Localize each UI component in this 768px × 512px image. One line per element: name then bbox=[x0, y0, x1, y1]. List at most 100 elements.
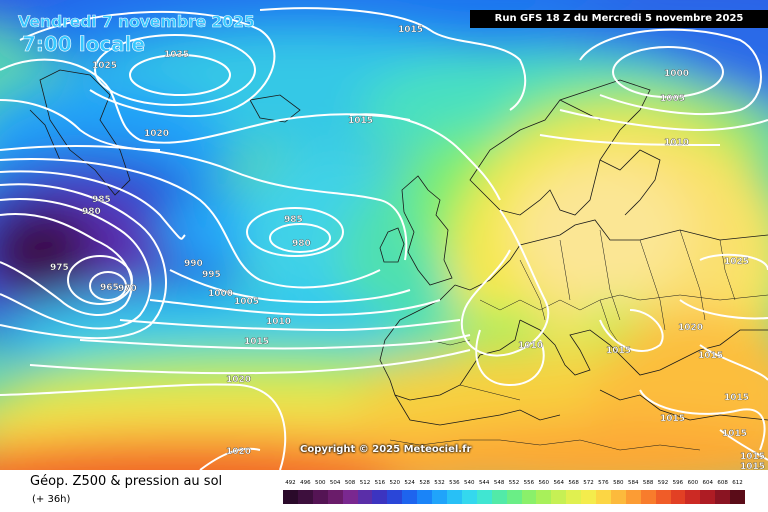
color-scale-label: 528 bbox=[419, 480, 430, 486]
forecast-local-time: 7:00 locale bbox=[22, 32, 146, 57]
color-scale-swatch bbox=[387, 490, 403, 504]
model-run-label: Run GFS 18 Z du Mercredi 5 novembre 2025 bbox=[470, 10, 768, 28]
isobar-label: 1015 bbox=[398, 25, 423, 35]
color-scale-label: 596 bbox=[672, 480, 684, 486]
isobar-label: 970 bbox=[118, 284, 137, 294]
isobar-label: 1025 bbox=[92, 61, 117, 71]
color-scale-label: 608 bbox=[717, 480, 728, 486]
color-scale-swatch bbox=[372, 490, 388, 504]
color-scale-label: 588 bbox=[642, 480, 654, 486]
isobar-label: 980 bbox=[82, 207, 101, 217]
isobar-label: 1035 bbox=[164, 50, 189, 60]
color-scale-label: 568 bbox=[568, 480, 579, 486]
isobar-label: 985 bbox=[284, 215, 303, 225]
color-scale-swatch bbox=[655, 490, 671, 504]
isobar-label: 1010 bbox=[518, 341, 543, 351]
color-scale-label: 556 bbox=[523, 480, 535, 486]
color-scale-label: 492 bbox=[285, 480, 296, 486]
product-title: Géop. Z500 & pression au sol bbox=[30, 474, 223, 489]
color-scale-label: 508 bbox=[344, 480, 356, 486]
color-scale-swatch bbox=[581, 490, 597, 504]
color-scale-label: 600 bbox=[687, 480, 699, 486]
isobar-label: 985 bbox=[92, 195, 111, 205]
color-scale-swatch bbox=[417, 490, 433, 504]
weather-map: 1035 1025 1015 1015 1000 1005 1010 1020 … bbox=[0, 0, 768, 470]
color-scale-swatch bbox=[521, 490, 537, 504]
isobar-label: 1015 bbox=[606, 346, 631, 356]
color-scale-swatch bbox=[640, 490, 656, 504]
isobar-label: 1015 bbox=[722, 429, 747, 439]
isobar-label: 1015 bbox=[244, 337, 269, 347]
copyright-notice: Copyright © 2025 Meteociel.fr bbox=[300, 444, 472, 455]
color-scale-swatch bbox=[461, 490, 477, 504]
color-scale-label: 524 bbox=[404, 480, 415, 486]
isobar-label: 980 bbox=[292, 239, 311, 249]
isobar-label: 1005 bbox=[660, 94, 685, 104]
isobar-label: 1015 bbox=[740, 462, 765, 470]
color-scale-swatch bbox=[551, 490, 567, 504]
isobar-label: 965 bbox=[100, 283, 119, 293]
color-scale-swatch bbox=[536, 490, 552, 504]
isobar-label: 1020 bbox=[226, 375, 251, 385]
color-scale-swatch bbox=[685, 490, 701, 504]
color-scale-swatch bbox=[402, 490, 418, 504]
color-scale-label: 520 bbox=[389, 480, 401, 486]
color-scale-swatch bbox=[491, 490, 507, 504]
color-scale-label: 576 bbox=[598, 480, 609, 486]
isobar-label: 1000 bbox=[664, 69, 689, 79]
isobar-label: 1015 bbox=[660, 414, 685, 424]
isobar-label: 1015 bbox=[740, 452, 765, 462]
color-scale-label: 548 bbox=[493, 480, 505, 486]
color-scale-swatch bbox=[476, 490, 492, 504]
color-scale-bar bbox=[283, 490, 746, 504]
color-scale-label: 532 bbox=[434, 480, 445, 486]
color-scale-swatch bbox=[357, 490, 373, 504]
color-scale-label: 604 bbox=[702, 480, 713, 486]
isobar-label: 975 bbox=[50, 263, 69, 273]
color-scale-swatch bbox=[327, 490, 343, 504]
isobar-label: 1015 bbox=[348, 116, 373, 126]
color-scale-swatch bbox=[700, 490, 716, 504]
coastlines bbox=[29, 69, 768, 451]
lead-time: (+ 36h) bbox=[32, 494, 71, 505]
color-scale-label: 516 bbox=[374, 480, 386, 486]
color-scale-label: 512 bbox=[359, 480, 371, 486]
color-scale-swatch bbox=[596, 490, 611, 504]
isobar-label: 1015 bbox=[698, 351, 723, 361]
color-scale-label: 500 bbox=[315, 480, 326, 486]
color-scale-label: 612 bbox=[732, 480, 743, 486]
color-scale-swatch bbox=[625, 490, 641, 504]
isobar-label: 1000 bbox=[208, 289, 233, 299]
color-scale-swatch bbox=[446, 490, 462, 504]
isobars bbox=[0, 7, 768, 470]
color-scale-swatch bbox=[670, 490, 686, 504]
isobar-label: 1015 bbox=[724, 393, 749, 403]
color-scale-label: 584 bbox=[627, 480, 639, 486]
color-scale-swatch bbox=[297, 490, 313, 504]
color-scale-label: 496 bbox=[300, 480, 311, 486]
color-scale-label: 580 bbox=[613, 480, 624, 486]
color-scale-label: 560 bbox=[538, 480, 550, 486]
color-scale-label: 592 bbox=[657, 480, 669, 486]
forecast-date: Vendredi 7 novembre 2025 bbox=[18, 12, 255, 32]
color-scale-label: 564 bbox=[553, 480, 564, 486]
color-scale-swatch bbox=[715, 490, 731, 504]
color-scale-label: 504 bbox=[329, 480, 341, 486]
isobar-label: 1020 bbox=[226, 447, 251, 457]
isobar-label: 995 bbox=[202, 270, 221, 280]
color-scale-label: 536 bbox=[449, 480, 460, 486]
isobar-labels: 1035 1025 1015 1015 1000 1005 1010 1020 … bbox=[50, 25, 765, 470]
color-scale-label: 552 bbox=[508, 480, 520, 486]
color-scale-labels: 492 496 500 504 508 512 516 520 524 528 532 536 540 5… bbox=[283, 480, 745, 488]
isobar-label: 1020 bbox=[144, 129, 169, 139]
legend-footer: Géop. Z500 & pression au sol (+ 36h) 492… bbox=[0, 470, 768, 512]
color-scale-label: 544 bbox=[478, 480, 490, 486]
isobar-label: 990 bbox=[184, 259, 203, 269]
color-scale-swatch bbox=[566, 490, 582, 504]
color-scale-swatch bbox=[610, 490, 626, 504]
color-scale-swatch bbox=[312, 490, 328, 504]
isobar-label: 1005 bbox=[234, 297, 259, 307]
isobar-label: 1025 bbox=[724, 257, 749, 267]
color-scale-swatch bbox=[342, 490, 358, 504]
color-scale-label: 540 bbox=[464, 480, 475, 486]
